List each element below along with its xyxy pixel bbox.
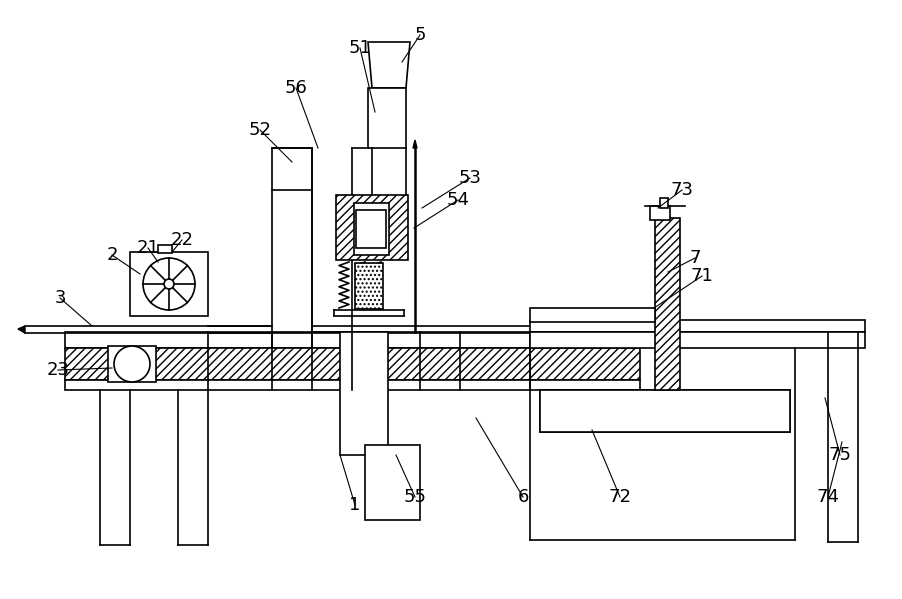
Text: 21: 21 — [136, 239, 160, 257]
Text: 1: 1 — [349, 496, 361, 514]
Text: 53: 53 — [458, 169, 482, 187]
Text: 55: 55 — [403, 488, 427, 506]
Bar — [356, 210, 386, 248]
Bar — [354, 203, 389, 255]
Bar — [530, 308, 655, 322]
Circle shape — [143, 258, 195, 310]
Bar — [108, 346, 156, 382]
Bar — [130, 252, 208, 316]
Text: 3: 3 — [54, 289, 66, 307]
Text: 72: 72 — [609, 488, 631, 506]
Bar — [540, 412, 790, 432]
Text: 22: 22 — [170, 231, 194, 249]
Bar — [660, 198, 668, 208]
Text: 6: 6 — [518, 488, 529, 506]
Bar — [365, 445, 420, 520]
Bar — [158, 245, 172, 253]
Text: 52: 52 — [248, 121, 272, 139]
Text: 54: 54 — [446, 191, 470, 209]
Bar — [530, 320, 865, 332]
Text: 2: 2 — [106, 246, 118, 264]
Text: 7: 7 — [689, 249, 701, 267]
Text: 73: 73 — [670, 181, 694, 199]
Bar — [355, 263, 383, 309]
Text: 71: 71 — [691, 267, 713, 285]
Text: 74: 74 — [816, 488, 840, 506]
Bar — [540, 390, 790, 412]
Text: 56: 56 — [284, 79, 308, 97]
Bar — [368, 88, 406, 148]
Bar — [530, 332, 865, 348]
Bar — [65, 348, 640, 380]
Text: 23: 23 — [47, 361, 69, 379]
Bar — [272, 148, 312, 332]
Bar — [650, 206, 670, 220]
Polygon shape — [18, 326, 25, 333]
Bar — [336, 195, 408, 260]
Text: 51: 51 — [348, 39, 372, 57]
Polygon shape — [368, 42, 410, 88]
Text: 5: 5 — [414, 26, 426, 44]
Circle shape — [114, 346, 150, 382]
Bar — [65, 332, 640, 348]
Bar — [655, 218, 680, 390]
Text: 75: 75 — [829, 446, 851, 464]
Bar — [65, 380, 640, 390]
Bar — [540, 390, 790, 432]
Circle shape — [164, 279, 174, 289]
Polygon shape — [413, 140, 417, 148]
Bar — [340, 332, 388, 455]
